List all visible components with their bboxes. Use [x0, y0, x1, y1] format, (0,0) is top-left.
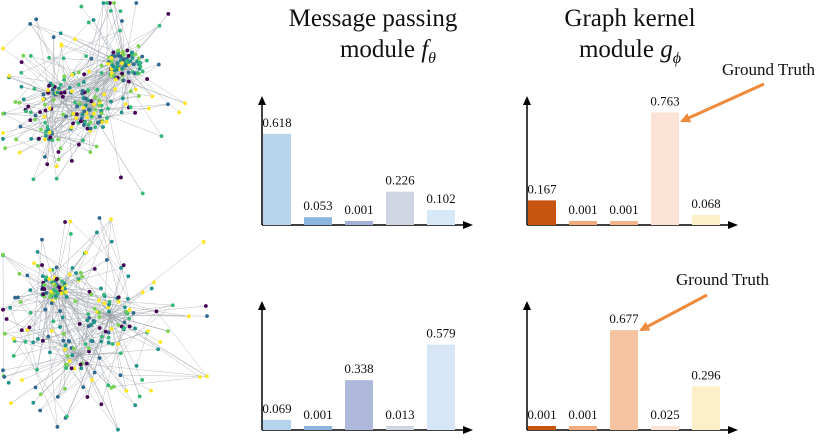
bar-label-5: 0.296 — [691, 367, 721, 382]
y-axis-arrowhead — [258, 301, 266, 310]
message-passing-title-line2: module fθ — [298, 34, 478, 74]
bar-1 — [528, 426, 556, 430]
bar-label-2: 0.001 — [568, 407, 597, 422]
ground-truth-label-top: Ground Truth — [722, 60, 816, 79]
bar-5 — [692, 214, 720, 225]
bar-3 — [345, 221, 373, 225]
bar-5 — [692, 386, 720, 430]
bar-label-3: 0.001 — [344, 202, 373, 217]
bar-4 — [651, 112, 679, 225]
f-theta-symbol: fθ — [421, 36, 437, 67]
bar-label-2: 0.001 — [303, 407, 332, 422]
network-graph-bottom — [1, 216, 209, 432]
bar-2 — [304, 217, 332, 225]
bar-2 — [569, 221, 597, 225]
y-axis-arrowhead — [258, 96, 266, 105]
chart-message-passing-bottom: 0.069 0.001 0.338 0.013 0.579 — [258, 301, 473, 434]
bar-label-3: 0.677 — [609, 311, 639, 326]
bar-1 — [528, 200, 556, 225]
message-passing-title-word: module — [339, 36, 422, 63]
graph-edges — [2, 217, 208, 430]
x-axis-arrowhead — [728, 221, 738, 229]
bar-label-1: 0.001 — [527, 407, 556, 422]
bar-label-4: 0.013 — [385, 407, 414, 422]
bar-2 — [569, 426, 597, 430]
chart-message-passing-top: 0.618 0.053 0.001 0.226 0.102 — [258, 96, 473, 229]
bar-label-2: 0.001 — [568, 202, 597, 217]
bar-4 — [651, 426, 679, 430]
bar-label-1: 0.069 — [262, 401, 291, 416]
bar-4 — [386, 426, 414, 430]
bar-label-2: 0.053 — [303, 198, 332, 213]
bar-label-1: 0.618 — [262, 115, 291, 130]
bar-label-4: 0.025 — [650, 407, 679, 422]
graph-kernel-title-word: module — [578, 36, 661, 63]
ground-truth-label-bottom: Ground Truth — [676, 270, 770, 289]
y-axis-arrowhead — [523, 96, 531, 105]
x-axis-arrowhead — [463, 426, 473, 434]
message-passing-title-line1: Message passing — [288, 5, 458, 32]
bar-label-1: 0.167 — [527, 181, 557, 196]
bar-label-3: 0.001 — [609, 202, 638, 217]
chart-graph-kernel-top: 0.167 0.001 0.001 0.763 0.068 — [523, 95, 738, 229]
bar-label-3: 0.338 — [344, 361, 373, 376]
graph-kernel-title-line1: Graph kernel — [564, 5, 696, 32]
graph-nodes — [1, 216, 209, 432]
bar-4 — [386, 191, 414, 225]
bar-1 — [263, 419, 291, 430]
bar-1 — [263, 133, 291, 225]
bar-2 — [304, 426, 332, 430]
graph-kernel-title: Graph kernel module gϕ — [540, 3, 720, 74]
x-axis-arrowhead — [728, 426, 738, 434]
bar-label-5: 0.579 — [426, 326, 455, 341]
bar-label-4: 0.226 — [385, 173, 415, 188]
graph-kernel-title-line2: module gϕ — [540, 34, 720, 74]
g-phi-symbol: gϕ — [660, 36, 682, 67]
graph-nodes — [1, 1, 187, 196]
network-graph-top — [1, 1, 187, 196]
chart-graph-kernel-bottom: 0.001 0.001 0.677 0.025 0.296 — [523, 301, 738, 434]
bar-label-5: 0.068 — [691, 196, 720, 211]
bar-label-4: 0.763 — [650, 95, 679, 108]
bar-3 — [610, 221, 638, 225]
y-axis-arrowhead — [523, 301, 531, 310]
x-axis-arrowhead — [463, 221, 473, 229]
bar-label-5: 0.102 — [426, 191, 455, 206]
message-passing-title: Message passing module fθ — [268, 3, 478, 74]
bar-3 — [610, 330, 638, 430]
bar-3 — [345, 380, 373, 430]
bar-5 — [427, 344, 455, 430]
bar-5 — [427, 209, 455, 225]
